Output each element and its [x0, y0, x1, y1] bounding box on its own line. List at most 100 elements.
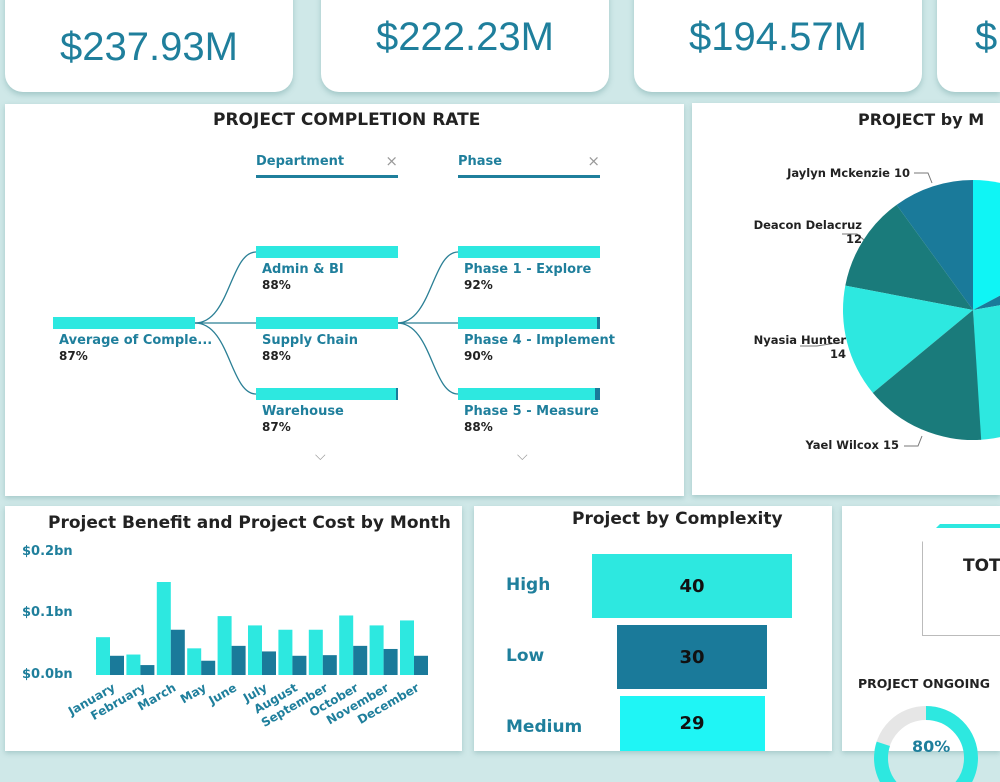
benefit-cost-panel: Project Benefit and Project Cost by Mont… — [5, 506, 462, 751]
panel-title: PROJECT COMPLETION RATE — [213, 110, 481, 130]
kpi-value: $194.57M — [689, 15, 867, 59]
pie-label: Yael Wilcox 15 — [805, 438, 899, 452]
complexity-bar[interactable]: 30 — [617, 625, 767, 689]
close-icon[interactable]: × — [587, 152, 600, 170]
manager-panel: PROJECT by M Jaylyn Mckenzie 10 Deacon D… — [692, 103, 1000, 495]
total-card: TOT — [922, 524, 1000, 636]
benefit-bar[interactable] — [156, 582, 171, 675]
cost-bar[interactable] — [201, 660, 216, 675]
kpi-value: $ — [975, 15, 998, 59]
kpi-card-3: $194.57M — [634, 0, 922, 92]
kpi-card-2: $222.23M — [321, 0, 609, 92]
manager-pie — [800, 172, 1000, 447]
cost-bar[interactable] — [353, 645, 368, 675]
phase-label: Phase 5 - Measure — [464, 404, 599, 419]
cost-bar[interactable] — [414, 655, 428, 675]
benefit-bar[interactable] — [369, 625, 384, 675]
pie-slice[interactable] — [973, 287, 1000, 440]
department-bar[interactable] — [256, 246, 398, 258]
pie-slice[interactable] — [845, 204, 973, 310]
completion-panel: PROJECT COMPLETION RATE Department × Phas… — [5, 104, 684, 496]
department-label: Supply Chain — [262, 333, 358, 348]
chart-title: Project Benefit and Project Cost by Mont… — [48, 513, 451, 533]
department-bar[interactable] — [256, 388, 398, 400]
kpi-value: $237.93M — [60, 25, 238, 69]
chevron-down-icon[interactable]: ⌵ — [517, 448, 528, 464]
phase-value: 92% — [464, 278, 493, 292]
total-label: TOT — [963, 556, 1000, 576]
benefit-bar[interactable] — [339, 615, 354, 675]
header-label: Phase — [458, 154, 503, 169]
y-tick: $0.2bn — [22, 544, 73, 559]
phase-header[interactable]: Phase × — [458, 152, 600, 178]
phase-value: 88% — [464, 420, 493, 434]
panel-title: Project by Complexity — [572, 509, 783, 529]
complexity-bar[interactable]: 40 — [592, 554, 792, 618]
y-tick: $0.0bn — [22, 667, 73, 682]
kpi-card-4: $ — [937, 0, 1000, 92]
chevron-down-icon[interactable]: ⌵ — [315, 448, 326, 464]
cost-bar[interactable] — [231, 645, 246, 675]
cost-bar[interactable] — [170, 629, 185, 675]
complexity-bar[interactable]: 29 — [619, 696, 765, 751]
department-bar[interactable] — [256, 317, 398, 329]
tree-connectors — [194, 251, 459, 395]
panel-title: PROJECT by M — [858, 110, 985, 129]
pie-slice[interactable] — [973, 180, 1000, 310]
department-value: 88% — [262, 349, 291, 363]
y-tick: $0.1bn — [22, 605, 73, 620]
kpi-card-1: $237.93M — [5, 0, 293, 92]
department-label: Warehouse — [262, 404, 344, 419]
root-label: Average of Comple... — [59, 333, 213, 348]
benefit-bar[interactable] — [187, 648, 202, 675]
benefit-bar[interactable] — [96, 637, 110, 675]
cost-bar[interactable] — [110, 655, 124, 675]
pie-slice[interactable] — [973, 249, 1000, 310]
phase-label: Phase 1 - Explore — [464, 262, 592, 277]
department-header[interactable]: Department × — [256, 152, 398, 178]
department-value: 88% — [262, 278, 291, 292]
pie-label: Deacon Delacruz 12 — [753, 218, 862, 246]
cost-bar[interactable] — [262, 651, 276, 675]
benefit-bar[interactable] — [126, 654, 141, 675]
complexity-label: High — [506, 575, 551, 595]
x-tick: June — [206, 680, 240, 707]
department-label: Admin & BI — [262, 262, 344, 277]
pie-slice[interactable] — [872, 310, 982, 441]
pie-slice[interactable] — [896, 180, 973, 310]
close-icon[interactable]: × — [385, 152, 398, 170]
kpi-value: $222.23M — [376, 15, 554, 59]
phase-value: 90% — [464, 349, 493, 363]
pie-label: Nyasia Hunter 14 — [753, 333, 846, 361]
cost-bar[interactable] — [140, 665, 155, 675]
benefit-bar[interactable] — [308, 629, 323, 675]
department-value: 87% — [262, 420, 291, 434]
leader-line — [904, 435, 923, 447]
leader-line — [914, 172, 933, 184]
cost-bar[interactable] — [383, 648, 398, 675]
complexity-label: Medium — [506, 717, 583, 737]
complexity-label: Low — [506, 646, 545, 666]
leader-line — [842, 233, 865, 241]
root-bar[interactable] — [53, 317, 195, 329]
root-value: 87% — [59, 349, 88, 363]
phase-bar[interactable] — [458, 388, 600, 400]
pie-slice[interactable] — [843, 285, 973, 393]
benefit-bar[interactable] — [400, 620, 414, 675]
leader-line — [800, 341, 843, 347]
phase-bar[interactable] — [458, 317, 600, 329]
ongoing-value: 80% — [912, 737, 951, 756]
pie-label: Jaylyn Mckenzie 10 — [787, 166, 910, 180]
benefit-bar[interactable] — [278, 629, 293, 675]
phase-label: Phase 4 - Implement — [464, 333, 615, 348]
benefit-bar[interactable] — [217, 616, 232, 675]
ongoing-title: PROJECT ONGOING — [858, 676, 991, 691]
header-label: Department — [256, 154, 345, 169]
summary-panel: TOT PROJECT ONGOING 80% — [842, 506, 1000, 782]
phase-bar[interactable] — [458, 246, 600, 258]
cost-bar[interactable] — [292, 655, 307, 675]
cost-bar[interactable] — [322, 655, 337, 675]
benefit-bar[interactable] — [248, 625, 262, 675]
x-tick: May — [178, 680, 209, 706]
